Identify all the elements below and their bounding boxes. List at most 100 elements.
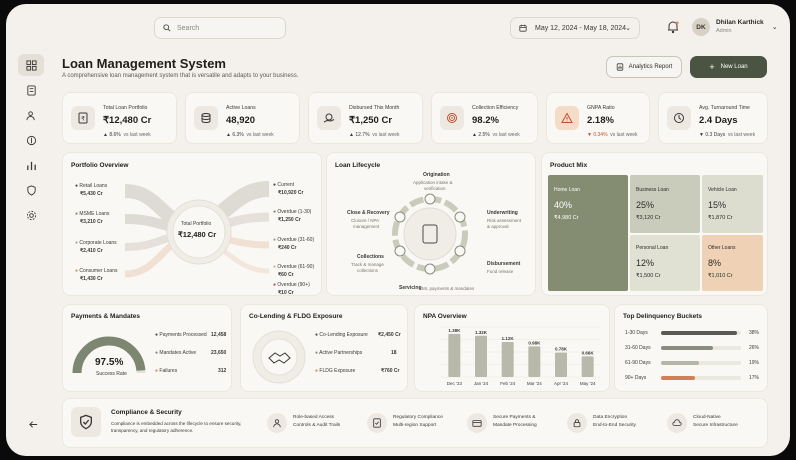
- lifecycle-stage-desc: verification: [424, 186, 446, 191]
- kpi-card[interactable]: ₹ Total Loan Portfolio ₹12,480 Cr ▲ 8.6%…: [62, 92, 177, 144]
- sidebar-item-settings[interactable]: [18, 204, 44, 226]
- lifecycle-stage-desc: Risk assessment: [487, 218, 522, 223]
- product-pct: 8%: [708, 258, 722, 268]
- kpi-card[interactable]: Avg. Turnaround Time 2.4 Days ▼ 0.3 Days…: [658, 92, 768, 144]
- section-title: Portfolio Overview: [71, 162, 129, 169]
- product-mix-card: Product Mix Home Loan 40% ₹4,980 Cr Busi…: [541, 152, 768, 296]
- product-pct: 25%: [636, 200, 655, 210]
- avatar: DK: [692, 18, 710, 36]
- npa-bar[interactable]: [581, 356, 594, 377]
- date-range-picker[interactable]: May 12, 2024 - May 18, 2024 ⌄: [510, 17, 640, 39]
- portfolio-left-label: ● Corporate Loans: [75, 240, 117, 246]
- kpi-card[interactable]: GNPA Ratio 2.18% ▼ 0.34% vs last week: [546, 92, 650, 144]
- npa-bar[interactable]: [448, 333, 461, 377]
- kpi-value: ₹12,480 Cr: [103, 115, 152, 126]
- colending-row-label: ● Co-Lending Exposure: [315, 332, 368, 338]
- compliance-item-subtitle: Controls & Audit Trails: [293, 423, 341, 428]
- portfolio-right-value: ₹10 Cr: [278, 290, 294, 296]
- npa-bar[interactable]: [555, 352, 567, 377]
- delinquency-bar-fill: [661, 331, 737, 335]
- kpi-card[interactable]: Active Loans 48,920 ▲ 6.3% vs last week: [185, 92, 300, 144]
- kpi-change: ▼ 0.3 Days: [699, 132, 726, 138]
- lifecycle-stage-name: Collections: [357, 254, 384, 260]
- delinquency-bar-fill: [661, 346, 713, 350]
- payments-mandates-card: Payments & Mandates 97.5% Success Rate ●…: [62, 304, 232, 392]
- portfolio-overview-card: Portfolio Overview Total Portfolio ₹12,4…: [62, 152, 322, 296]
- portfolio-right-value: ₹1,250 Cr: [278, 217, 301, 223]
- success-rate-value: 97.5%: [95, 357, 124, 368]
- card-icon: [467, 413, 487, 433]
- delinquency-bar-track: [661, 376, 741, 380]
- lifecycle-ring-graphic: [392, 193, 468, 275]
- portfolio-right-value: ₹60 Cr: [278, 272, 294, 278]
- npa-bar[interactable]: [475, 335, 487, 377]
- section-title: Top Delinquency Buckets: [623, 313, 702, 320]
- user-shield-icon: [267, 413, 287, 433]
- kpi-period: vs last week: [372, 132, 400, 138]
- colending-card: Co-Lending & FLDG Exposure ● Co-Lending …: [240, 304, 408, 392]
- delinquency-label: 61-90 Days: [625, 360, 651, 366]
- product-tile-vehicle[interactable]: Vehicle Loan 15% ₹1,870 Cr: [702, 175, 763, 233]
- document-icon: [26, 84, 36, 96]
- delinquency-bar-track: [661, 346, 741, 350]
- colending-row-value: 18: [391, 350, 397, 356]
- compliance-item: Secure Payments & Mandate Processing: [467, 411, 563, 437]
- gear-icon: [26, 210, 36, 220]
- payment-row-label: ● Failures: [155, 368, 178, 374]
- document-rupee-icon: ₹: [71, 106, 95, 130]
- lifecycle-stage-desc: Closure / NPA: [351, 218, 380, 223]
- clock-icon: [667, 106, 691, 130]
- new-loan-label: New Loan: [720, 64, 748, 70]
- lifecycle-stage-name: Disbursement: [487, 261, 521, 267]
- lifecycle-stage-desc: collections: [357, 268, 379, 273]
- kpi-value: ₹1,250 Cr: [349, 115, 393, 126]
- kpi-card[interactable]: Disbursed This Month ₹1,250 Cr ▲ 12.7% v…: [308, 92, 423, 144]
- search-input[interactable]: Search: [154, 17, 286, 39]
- product-value: ₹1,500 Cr: [636, 273, 661, 279]
- sidebar-item-customers[interactable]: [18, 104, 44, 126]
- section-title: Payments & Mandates: [71, 313, 140, 320]
- product-tile-home[interactable]: Home Loan 40% ₹4,980 Cr: [548, 175, 628, 291]
- sidebar-item-payments[interactable]: [18, 129, 44, 151]
- compliance-item-title: Data Encryption: [593, 415, 628, 420]
- npa-data-label: 0.78K: [555, 347, 568, 352]
- sidebar-item-reports[interactable]: [18, 154, 44, 176]
- sidebar-item-dashboard[interactable]: [18, 54, 44, 76]
- kpi-change: ▲ 2.5%: [472, 132, 490, 138]
- user-profile[interactable]: DK Dhilan Karthick Admin ⌄: [692, 18, 778, 36]
- user-name: Dhilan Karthick: [716, 19, 764, 26]
- kpi-card[interactable]: Collection Efficiency 98.2% ▲ 2.5% vs la…: [431, 92, 538, 144]
- sidebar-item-documents[interactable]: [18, 79, 44, 101]
- lifecycle-stage-name: Servicing: [399, 285, 422, 291]
- bar-chart-icon: [26, 161, 36, 170]
- app-window: Search May 12, 2024 - May 18, 2024 ⌄ DK …: [6, 4, 790, 456]
- sidebar-collapse-button[interactable]: [20, 413, 46, 435]
- npa-bar[interactable]: [528, 346, 541, 377]
- analytics-report-button[interactable]: Analytics Report: [606, 56, 682, 78]
- bell-icon[interactable]: [666, 20, 680, 34]
- npa-category-label: Dec '23: [447, 381, 463, 386]
- npa-category-label: Mar '24: [527, 381, 542, 386]
- npa-bar[interactable]: [501, 342, 514, 377]
- npa-data-label: 1.38K: [448, 328, 461, 333]
- portfolio-left-value: ₹3,210 Cr: [80, 219, 103, 225]
- lifecycle-stage-desc: management: [353, 224, 380, 229]
- portfolio-right-value: ₹10,920 Cr: [278, 190, 304, 196]
- product-tile-personal[interactable]: Personal Loan 12% ₹1,500 Cr: [630, 235, 700, 291]
- product-tile-other[interactable]: Other Loans 8% ₹1,010 Cr: [702, 235, 763, 291]
- npa-data-label: 1.12K: [502, 336, 515, 341]
- npa-bar-chart: 1.38K Dec '23 1.32K Jan '24 1.12K Feb '24 0.98…: [441, 326, 601, 386]
- portfolio-right-label: ● Current: [273, 182, 295, 188]
- target-icon: [440, 106, 464, 130]
- compliance-item: Data Encryption End-to-End Security: [567, 411, 663, 437]
- product-tile-business[interactable]: Business Loan 25% ₹3,120 Cr: [630, 175, 700, 233]
- compliance-item-title: Role-based Access: [293, 415, 335, 420]
- warning-icon: [555, 106, 579, 130]
- portfolio-center-label: Total Portfolio: [181, 221, 212, 227]
- sidebar: [16, 54, 46, 446]
- portfolio-right-label: ● Overdue (1-30): [273, 209, 312, 215]
- new-loan-button[interactable]: + New Loan: [690, 56, 767, 78]
- sidebar-item-security[interactable]: [18, 179, 44, 201]
- success-rate-gauge: [72, 336, 146, 374]
- delinquency-pct: 38%: [749, 330, 760, 336]
